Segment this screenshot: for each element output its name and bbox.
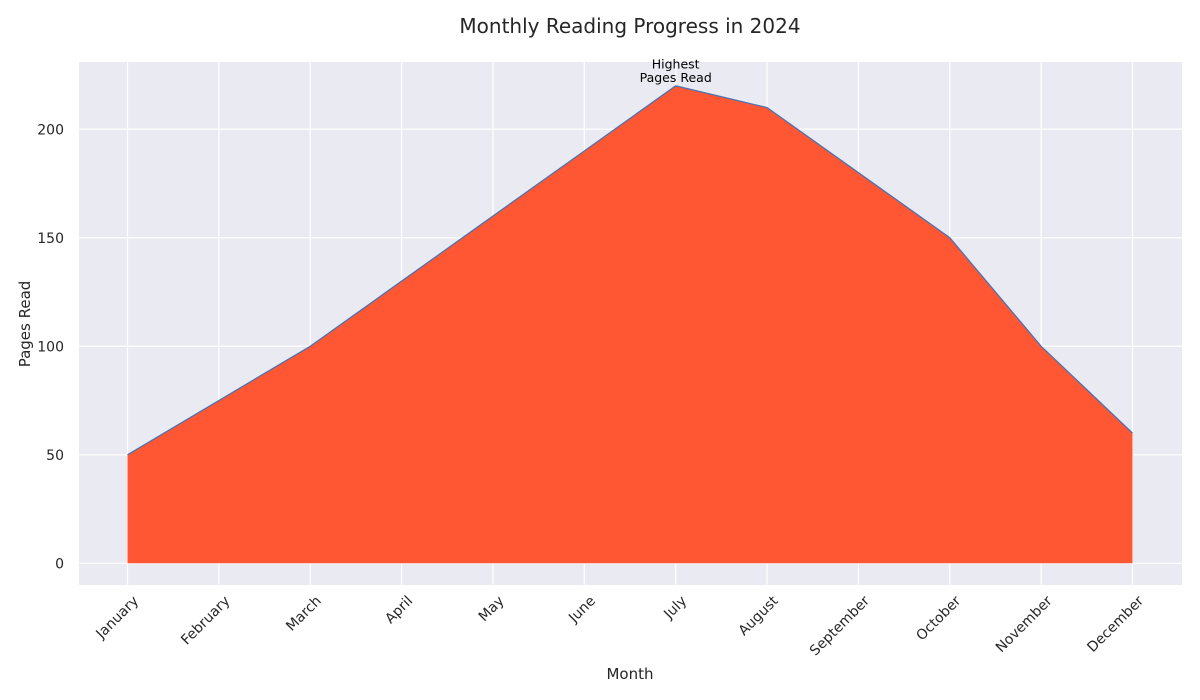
area-series — [127, 85, 1133, 564]
series-line — [127, 85, 1133, 456]
annotation-text: Pages Read — [640, 70, 712, 85]
area-fill — [127, 85, 1133, 564]
y-tick-label: 50 — [46, 448, 64, 464]
x-tick-label: October — [913, 593, 964, 644]
chart-title: Monthly Reading Progress in 2024 — [459, 14, 800, 38]
annotation-text: Highest — [652, 56, 700, 71]
x-tick-label: April — [382, 593, 416, 627]
x-tick-labels: January February March April May June July Augu… — [93, 593, 1148, 659]
y-tick-label: 150 — [37, 231, 64, 247]
x-tick-label: March — [283, 593, 324, 634]
x-tick-label: May — [476, 593, 508, 625]
x-tick-label: December — [1084, 593, 1147, 656]
x-tick-label: August — [736, 593, 782, 639]
y-tick-labels: 0 50 100 150 200 — [37, 122, 64, 572]
x-tick-label: November — [993, 593, 1056, 656]
x-tick-label: June — [565, 593, 599, 627]
x-tick-label: February — [178, 593, 233, 648]
y-axis-label: Pages Read — [16, 281, 34, 368]
x-tick-label: January — [93, 593, 143, 643]
y-tick-label: 0 — [55, 556, 64, 572]
x-axis-label: Month — [606, 665, 653, 683]
x-tick-label: July — [660, 593, 690, 623]
x-tick-label: September — [807, 593, 873, 659]
y-tick-label: 100 — [37, 339, 64, 355]
y-tick-label: 200 — [37, 122, 64, 138]
